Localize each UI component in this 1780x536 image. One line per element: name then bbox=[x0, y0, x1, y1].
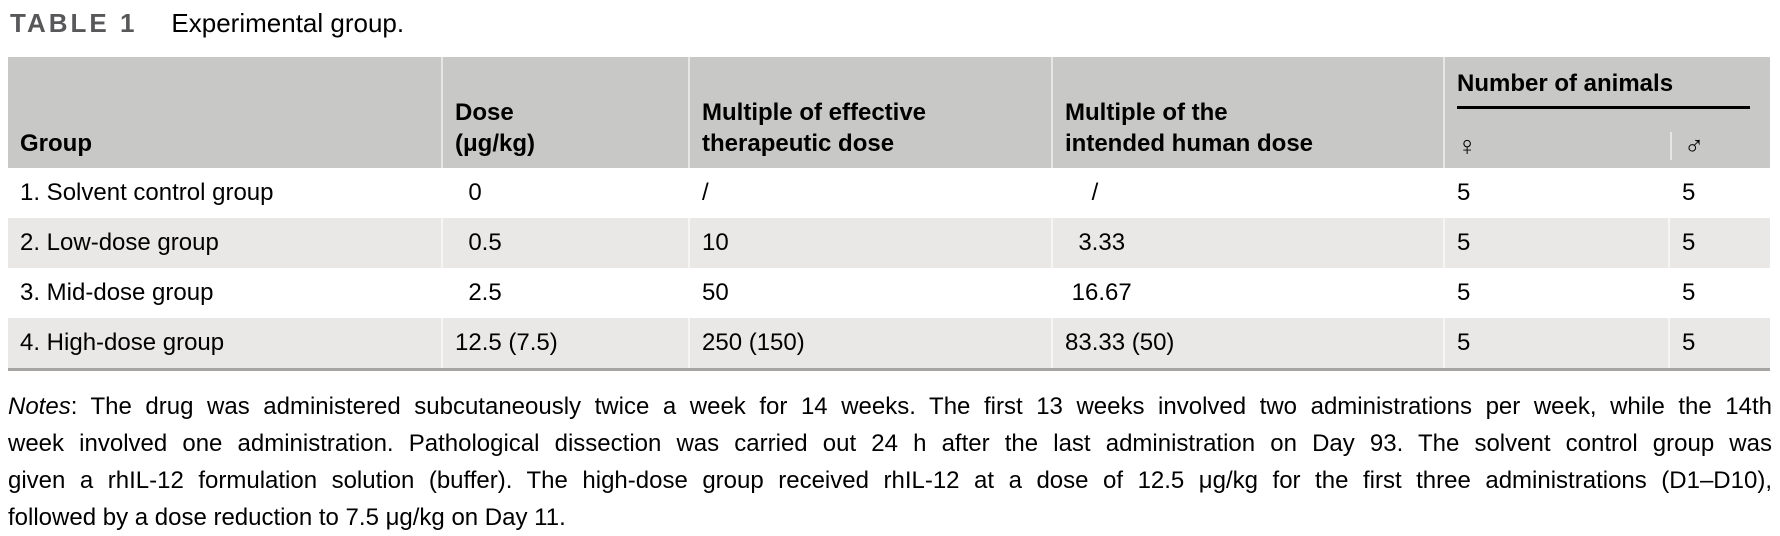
table-number-label: TABLE 1 bbox=[10, 8, 138, 38]
header-dose: Dose (μg/kg) bbox=[441, 57, 688, 168]
header-multiple-human-line2: intended human dose bbox=[1065, 130, 1314, 157]
sex-symbols-row: ♀ ♂ bbox=[1457, 132, 1770, 160]
header-multiple-human-line1: Multiple of the bbox=[1065, 99, 1228, 126]
dose-cell: 0 bbox=[441, 168, 688, 218]
table-title-text: Experimental group. bbox=[171, 8, 405, 38]
header-dose-line2: (μg/kg) bbox=[455, 130, 536, 157]
notes-line: week involved one administration. Pathol… bbox=[8, 430, 1772, 457]
number-of-animals-underline bbox=[1457, 106, 1750, 109]
dose-cell: 2.5 bbox=[441, 268, 688, 318]
group-cell: 4. High-dose group bbox=[20, 329, 225, 356]
multiple-effective-cell: / bbox=[688, 168, 1051, 218]
number-of-animals-label: Number of animals bbox=[1457, 70, 1674, 97]
dose-cell: 12.5 (7.5) bbox=[441, 318, 688, 368]
table-caption: TABLE 1 Experimental group. bbox=[10, 8, 404, 39]
table-header-row: Group Dose (μg/kg) Multiple of effective… bbox=[8, 57, 1770, 168]
group-cell: 1. Solvent control group bbox=[20, 179, 274, 206]
group-cell: 3. Mid-dose group bbox=[20, 279, 214, 306]
table-row: 3. Mid-dose group 2.5 50 16.67 5 5 bbox=[8, 268, 1770, 318]
multiple-human-cell: 3.33 bbox=[1051, 218, 1443, 268]
multiple-human-cell: 16.67 bbox=[1051, 268, 1443, 318]
multiple-human-cell: / bbox=[1051, 168, 1443, 218]
header-number-of-animals: Number of animals ♀ ♂ bbox=[1443, 57, 1770, 168]
female-count-cell: 5 bbox=[1443, 168, 1668, 218]
female-count-cell: 5 bbox=[1443, 268, 1668, 318]
table-row: 1. Solvent control group 0 / / 5 5 bbox=[8, 168, 1770, 218]
experimental-group-table: Group Dose (μg/kg) Multiple of effective… bbox=[8, 57, 1770, 371]
notes-line1-text: : The drug was administered subcutaneous… bbox=[70, 393, 1772, 420]
header-group-label: Group bbox=[20, 130, 92, 157]
group-cell: 2. Low-dose group bbox=[20, 229, 219, 256]
table-row: 4. High-dose group 12.5 (7.5) 250 (150) … bbox=[8, 318, 1770, 368]
female-count-cell: 5 bbox=[1443, 318, 1668, 368]
multiple-effective-cell: 250 (150) bbox=[688, 318, 1051, 368]
notes-line: given a rhIL-12 formulation solution (bu… bbox=[8, 467, 1772, 494]
male-count-cell: 5 bbox=[1668, 218, 1770, 268]
header-group: Group bbox=[8, 57, 441, 168]
header-multiple-human: Multiple of the intended human dose bbox=[1051, 57, 1443, 168]
header-multiple-effective-line2: therapeutic dose bbox=[702, 130, 895, 157]
header-dose-line1: Dose bbox=[455, 99, 514, 126]
table-notes: Notes: The drug was administered subcuta… bbox=[8, 388, 1772, 536]
notes-line: followed by a dose reduction to 7.5 μg/k… bbox=[8, 504, 566, 531]
male-symbol: ♂ bbox=[1670, 132, 1704, 160]
male-count-cell: 5 bbox=[1668, 168, 1770, 218]
male-count-cell: 5 bbox=[1668, 268, 1770, 318]
multiple-effective-cell: 50 bbox=[688, 268, 1051, 318]
table-row: 2. Low-dose group 0.5 10 3.33 5 5 bbox=[8, 218, 1770, 268]
dose-cell: 0.5 bbox=[441, 218, 688, 268]
notes-label: Notes bbox=[8, 393, 71, 420]
male-count-cell: 5 bbox=[1668, 318, 1770, 368]
multiple-effective-cell: 10 bbox=[688, 218, 1051, 268]
female-symbol: ♀ bbox=[1457, 131, 1478, 161]
header-multiple-effective-line1: Multiple of effective bbox=[702, 99, 927, 126]
header-multiple-effective: Multiple of effective therapeutic dose bbox=[688, 57, 1051, 168]
multiple-human-cell: 83.33 (50) bbox=[1051, 318, 1443, 368]
notes-line: Notes: The drug was administered subcuta… bbox=[8, 388, 1772, 425]
female-count-cell: 5 bbox=[1443, 218, 1668, 268]
